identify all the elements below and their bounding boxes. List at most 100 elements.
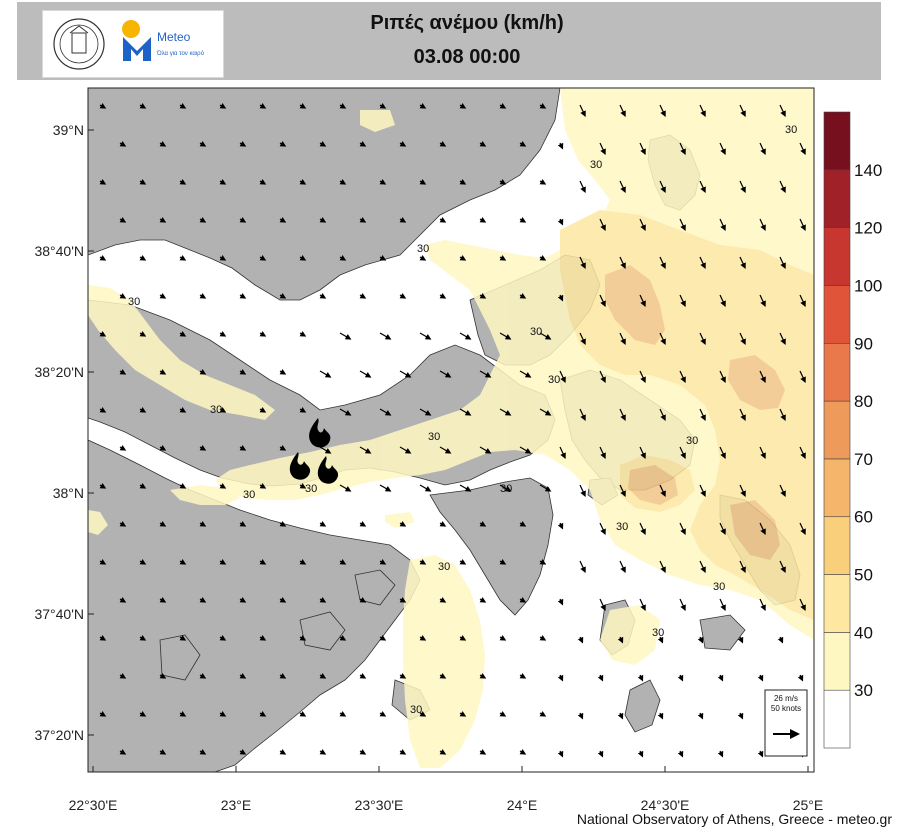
colorbar-label: 120 [854,219,882,238]
wind-arrow-icon [359,673,367,679]
wind-arrow-icon [199,369,207,375]
wind-arrow-icon [679,522,686,535]
wind-arrow-icon [479,446,492,454]
wind-arrow-icon [279,217,287,223]
wind-arrow-icon [179,103,187,109]
wind-arrow-icon [119,369,127,375]
lat-label: 37°40'N [34,606,84,622]
wind-arrow-icon [599,598,606,611]
wind-arrow-icon [637,750,644,758]
wind-arrow-icon [419,332,432,340]
wind-arrow-icon [499,103,507,109]
wind-arrow-icon [719,142,726,155]
wind-arrow-icon [617,712,624,720]
colorbar-swatch [823,516,851,575]
wind-arrow-icon [599,370,606,383]
wind-arrow-icon [459,711,467,717]
colorbar-swatch [823,400,851,460]
wind-arrow-icon [219,407,227,413]
wind-arrow-icon [739,560,746,573]
wind-arrow-icon [259,635,267,641]
colorbar-swatch [823,342,851,402]
lat-label: 39°N [53,122,84,138]
wind-arrow-icon [659,484,666,497]
wind-arrow-icon [119,445,127,451]
wind-arrow-icon [699,256,706,269]
colorbar-label: 100 [854,276,882,295]
lon-label: 23°E [221,797,252,813]
wind-arrow-icon [419,255,427,261]
wind-arrow-icon [419,635,427,641]
wind-arrow-icon [279,445,287,451]
wind-arrow-icon [219,483,227,489]
wind-arrow-icon [239,445,247,451]
wind-arrow-icon [739,332,746,345]
wind-arrow-icon [599,218,606,231]
fire-icon [317,456,339,484]
wind-arrow-icon [199,293,207,299]
wind-arrow-icon [199,673,207,679]
wind-arrow-icon [299,711,307,717]
wind-arrow-icon [759,142,766,155]
wind-arrow-icon [259,483,267,489]
wind-arrow-icon [139,483,147,489]
colorbar-label: 70 [854,450,873,469]
wind-arrow-icon [679,370,686,383]
wind-arrow-icon [657,636,664,644]
noa-seal-icon [53,18,105,70]
wind-arrow-icon [717,750,724,758]
wind-arrow-icon [399,446,412,454]
map-plot-area: 30 30 30 30 30 30 30 30 30 30 30 30 30 3… [88,88,814,772]
wind-vectors [99,103,806,758]
wind-arrow-icon [779,560,786,573]
wind-arrow-icon [359,141,367,147]
wind-arrow-icon [179,635,187,641]
wind-arrow-icon [259,179,267,185]
logo-box: Meteo Όλα για τον καιρό [42,10,224,78]
wind-arrow-icon [399,217,407,223]
lon-label: 25°E [793,797,824,813]
wind-arrow-icon [119,597,127,603]
wind-arrow-icon [99,331,107,337]
wind-arrow-icon [759,218,766,231]
wind-arrow-icon [699,104,706,117]
wind-arrow-icon [379,711,387,717]
wind-arrow-icon [557,674,564,682]
contour-label: 30 [210,404,222,416]
wind-arrow-icon [279,141,287,147]
wind-arrow-icon [479,749,487,755]
wind-arrow-icon [639,370,646,383]
wind-arrow-icon [319,673,327,679]
wind-arrow-icon [579,180,586,193]
lat-label: 38°20'N [34,364,84,380]
wind-arrow-icon [379,332,392,340]
wind-arrow-icon [259,711,267,717]
map-frame [87,87,815,773]
wind-arrow-icon [557,522,564,530]
wind-arrow-icon [379,179,387,185]
wind-arrow-icon [199,217,207,223]
meteo-logo-icon [122,20,151,61]
wind-arrow-icon [159,141,167,147]
wind-arrow-icon [557,294,564,302]
wind-arrow-icon [179,483,187,489]
wind-arrow-icon [557,598,564,606]
longitude-labels: 22°30'E 23°E 23°30'E 24°E 24°30'E 25°E [69,797,824,813]
colorbar-label: 90 [854,334,873,353]
wind-arrow-icon [219,179,227,185]
lon-label: 22°30'E [69,797,118,813]
contour-labels: 30 30 30 30 30 30 30 30 30 30 30 30 30 3… [128,124,797,716]
wind-arrow-icon [339,408,352,416]
wind-arrow-icon [739,104,746,117]
wind-arrow-icon [637,674,644,682]
wind-arrow-icon [159,369,167,375]
wind-arrow-icon [179,711,187,717]
wind-arrow-icon [439,217,447,223]
wind-arrow-icon [319,141,327,147]
wind-arrow-icon [199,445,207,451]
latitude-labels: 39°N 38°40'N 38°20'N 38°N 37°40'N 37°20'… [34,122,84,743]
wind-arrow-icon [239,749,247,755]
wind-arrow-icon [499,484,512,492]
wind-arrow-icon [399,370,412,378]
colorbar-label: 140 [854,161,882,180]
